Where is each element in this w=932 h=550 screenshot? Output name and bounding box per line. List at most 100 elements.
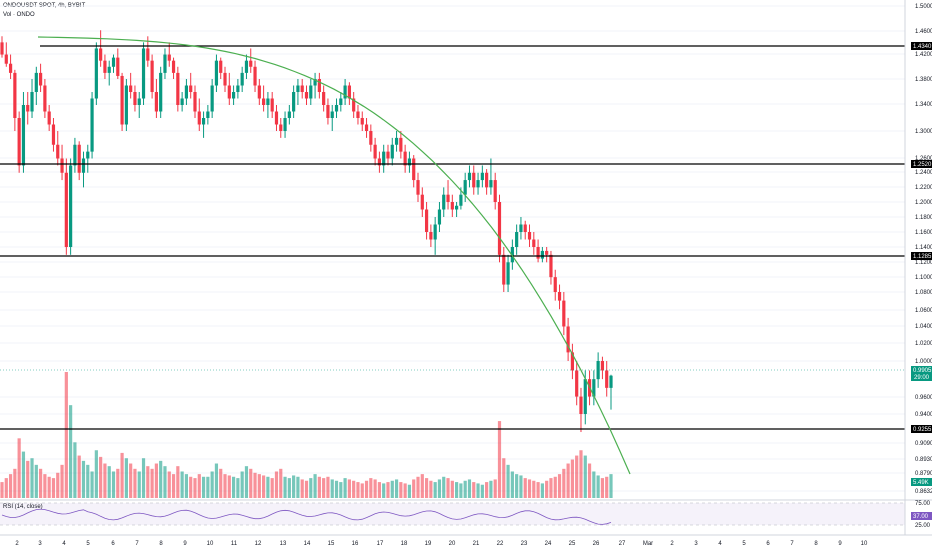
candle-body (446, 194, 450, 202)
candle-body (347, 85, 351, 99)
candle-body (249, 60, 253, 67)
volume-bar (472, 482, 476, 498)
volume-bar (86, 464, 90, 498)
candle-body (189, 85, 193, 92)
volume-bar (56, 472, 60, 498)
volume-bar (489, 480, 493, 498)
volume-bar (287, 478, 291, 498)
candle-body (583, 379, 587, 414)
volume-bar (364, 480, 369, 498)
volume-bar (274, 471, 279, 498)
price-tick-label: 1.4200 (915, 52, 932, 58)
price-tick-label: 1.2000 (915, 200, 932, 206)
volume-bar (116, 468, 120, 498)
date-tick-label: 6 (111, 541, 115, 547)
volume-bar (94, 450, 98, 498)
volume-bar (137, 471, 141, 498)
volume-bar (334, 480, 339, 498)
volume-bar (330, 479, 334, 498)
volume-bar (455, 482, 459, 498)
candle-body (326, 105, 330, 118)
volume-bar (283, 476, 287, 498)
price-tick-label: 1.0800 (915, 290, 932, 296)
volume-bar (377, 482, 382, 498)
candle-body (210, 85, 214, 112)
date-tick-label: 3 (38, 541, 42, 547)
volume-bar (180, 471, 184, 498)
candle-body (403, 151, 407, 166)
volume-bar (197, 474, 201, 498)
candle-body (26, 105, 30, 112)
date-tick-label: 24 (545, 541, 552, 547)
volume-bar (394, 479, 399, 498)
date-tick-label: 23 (521, 541, 528, 547)
candle-body (480, 172, 484, 181)
volume-bar (424, 478, 429, 498)
date-tick-label: Mar (643, 541, 653, 547)
level-tag (911, 252, 932, 260)
price-tick-label: 1.3000 (915, 129, 932, 135)
countdown-label: 29:00 (914, 375, 930, 381)
price-tick-label: 0.9090 (915, 441, 932, 447)
candle-body (424, 209, 429, 232)
volume-bar (13, 468, 17, 498)
candle-body (34, 72, 38, 92)
candle-body (171, 60, 176, 73)
volume-bar (103, 463, 107, 498)
volume-bar (343, 478, 347, 498)
candle-body (283, 118, 287, 131)
volume-bar (527, 479, 532, 498)
volume-legend: Vol · ONDO (3, 12, 35, 18)
candle-body (352, 98, 356, 112)
candle-body (377, 158, 382, 166)
volume-bar (433, 482, 437, 498)
level-tag-label: 0.9255 (913, 427, 932, 433)
candle-body (540, 250, 544, 259)
volume-bar (609, 474, 613, 498)
candle-body (103, 60, 107, 73)
candle-body (575, 370, 579, 397)
volume-bar (506, 464, 510, 498)
candle-body (420, 194, 424, 210)
candle-body (330, 111, 334, 118)
volume-bar (309, 478, 313, 498)
candle-body (240, 72, 244, 86)
candle-body (579, 396, 583, 414)
candle-body (506, 262, 510, 285)
volume-bar (99, 456, 103, 498)
price-tick-label: 1.2200 (915, 185, 932, 191)
candle-body (184, 85, 189, 99)
candle-body (270, 98, 274, 112)
candle-body (605, 370, 609, 388)
candle-body (262, 98, 266, 105)
volume-bar (545, 480, 549, 498)
candle-body (570, 352, 575, 371)
candle-body (557, 292, 562, 301)
volume-bar (373, 479, 377, 498)
price-tick-label: 1.1600 (915, 230, 932, 236)
date-tick-label: 5 (742, 541, 746, 547)
date-tick-label: 18 (401, 541, 408, 547)
candle-body (69, 165, 73, 247)
volume-bar (304, 480, 309, 498)
date-tick-label: 2 (15, 541, 19, 547)
volume-bar (480, 484, 484, 498)
candle-body (219, 60, 223, 73)
volume-bar (562, 468, 566, 498)
price-tick-label: 1.1200 (915, 260, 932, 266)
volume-bar (523, 478, 527, 498)
date-tick-label: 9 (838, 541, 842, 547)
volume-bar (446, 478, 450, 498)
volume-bar (437, 479, 442, 498)
volume-bar (553, 476, 557, 498)
candle-body (364, 124, 369, 131)
candle-body (30, 92, 34, 112)
candle-body (532, 239, 536, 247)
volume-bar (463, 480, 467, 498)
volume-bar (485, 482, 489, 498)
volume-bar (540, 483, 544, 498)
candle-body (227, 85, 231, 99)
volume-bar (532, 480, 536, 498)
volume-bar (476, 483, 480, 498)
